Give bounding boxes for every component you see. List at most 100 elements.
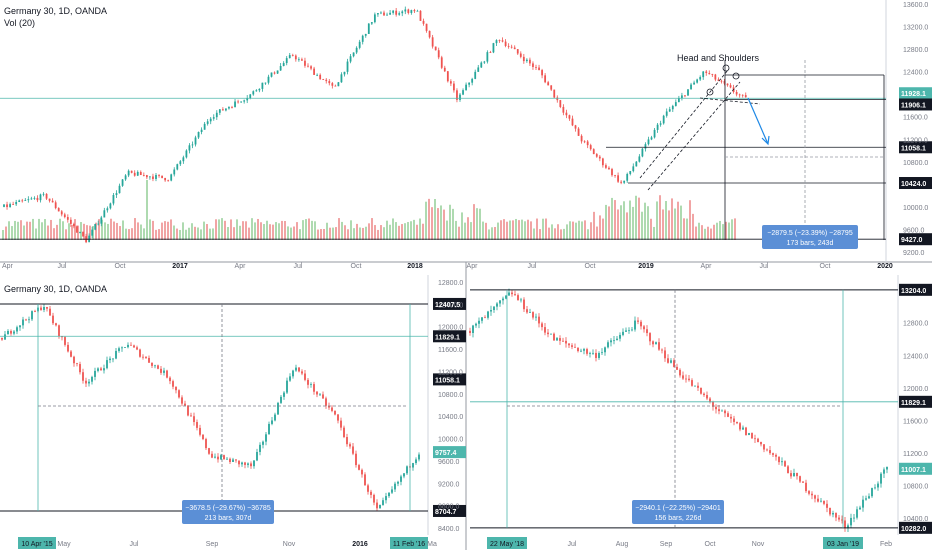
top-volume-bar bbox=[680, 205, 682, 240]
bottom-left-candle-body bbox=[403, 473, 405, 477]
top-volume-bar bbox=[407, 222, 409, 240]
bottom-right-candle-body bbox=[754, 438, 756, 440]
top-volume-bar bbox=[68, 223, 70, 240]
bottom-left-candle-body bbox=[196, 422, 198, 428]
bottom-right-candle-body bbox=[505, 295, 507, 299]
top-candle-body bbox=[677, 98, 680, 103]
top-volume-bar bbox=[599, 215, 601, 240]
bottom-left-candle-body bbox=[211, 453, 213, 458]
bottom-right-candle-body bbox=[514, 294, 516, 296]
bottom-left-candle-body bbox=[172, 381, 174, 387]
bottom-right-candle-body bbox=[835, 513, 837, 518]
bottom-right-candle-body bbox=[583, 349, 585, 351]
top-volume-bar bbox=[641, 211, 643, 240]
top-volume-bar bbox=[497, 222, 499, 240]
top-volume-bar bbox=[386, 220, 388, 240]
bottom-left-candle-body bbox=[394, 483, 396, 490]
top-volume-bar bbox=[182, 222, 184, 240]
bottom-left-candle-body bbox=[322, 394, 324, 399]
top-volume-bar bbox=[581, 221, 583, 240]
top-candle-body bbox=[723, 81, 726, 84]
top-candle-body bbox=[720, 80, 723, 82]
top-volume-bar bbox=[443, 209, 445, 240]
bottom-left-candle-body bbox=[331, 407, 333, 411]
top-volume-bar bbox=[668, 210, 670, 240]
top-candle-body bbox=[729, 85, 732, 88]
top-candle-body bbox=[264, 82, 267, 84]
top-candle-body bbox=[510, 46, 513, 48]
top-candle-body bbox=[200, 129, 203, 133]
top-candle-body bbox=[176, 164, 179, 170]
bottom-left-candle-body bbox=[127, 344, 129, 348]
top-candle-body bbox=[711, 74, 714, 75]
bottom-left-candle-body bbox=[382, 500, 384, 505]
top-candle-body bbox=[331, 83, 334, 86]
top-volume-bar bbox=[545, 218, 547, 240]
top-volume-bar bbox=[248, 227, 250, 240]
bottom-left-candle-body bbox=[79, 364, 81, 373]
top-candle-body bbox=[261, 82, 264, 89]
top-volume-bar bbox=[275, 222, 277, 240]
bottom-right-candle-body bbox=[676, 366, 678, 370]
bottom-right-candle-body bbox=[832, 513, 834, 515]
bottom-left-candle-body bbox=[370, 491, 372, 495]
top-candle-body bbox=[285, 58, 288, 64]
top-candle-body bbox=[681, 95, 683, 99]
top-volume-bar bbox=[107, 223, 109, 240]
top-candle-body bbox=[449, 81, 452, 84]
top-y-tick-label: 13200.0 bbox=[903, 25, 928, 32]
bottom-left-candle-body bbox=[157, 365, 159, 369]
top-y-tick-label: 9600.0 bbox=[903, 227, 925, 234]
top-volume-bar bbox=[665, 201, 667, 240]
top-x-tick-label: Oct bbox=[115, 263, 126, 270]
top-volume-bar bbox=[335, 227, 337, 240]
top-candle-body bbox=[234, 101, 236, 108]
top-candle-body bbox=[620, 181, 623, 183]
bottom-left-candle-body bbox=[376, 502, 378, 509]
top-candle-body bbox=[191, 144, 194, 146]
bottom-right-candle-body bbox=[493, 306, 495, 311]
bottom-left-y-tick-label: 8400.0 bbox=[438, 526, 460, 533]
bottom-left-candle-body bbox=[70, 351, 72, 357]
bottom-left-candle-body bbox=[187, 405, 189, 416]
bottom-right-candle-body bbox=[757, 438, 759, 443]
bottom-left-price-tag-bg bbox=[433, 446, 466, 459]
top-volume-bar bbox=[692, 213, 694, 240]
top-volume-bar bbox=[116, 222, 118, 240]
top-y-tick-label: 12400.0 bbox=[903, 70, 928, 77]
top-candle-body bbox=[246, 97, 249, 101]
top-volume-bar bbox=[353, 228, 355, 240]
bottom-right-candle-body bbox=[790, 473, 792, 477]
top-volume-bar bbox=[611, 197, 613, 240]
bottom-left-candle-body bbox=[358, 465, 360, 470]
top-volume-bar bbox=[251, 218, 253, 240]
top-volume-bar bbox=[551, 224, 553, 240]
top-candle-body bbox=[100, 217, 103, 224]
top-volume-bar bbox=[278, 223, 280, 240]
bottom-left-candle-body bbox=[73, 356, 75, 364]
top-candle-body bbox=[221, 109, 224, 111]
top-candle-body bbox=[337, 82, 340, 87]
bottom-left-candle-body bbox=[226, 458, 228, 460]
bottom-left-candle-body bbox=[295, 367, 297, 371]
top-candle-body bbox=[638, 156, 641, 162]
top-candle-body bbox=[395, 10, 398, 15]
top-volume-bar bbox=[290, 227, 292, 240]
top-volume-bar bbox=[392, 218, 394, 240]
bottom-left-candle-body bbox=[271, 420, 273, 424]
top-candle-body bbox=[738, 94, 741, 96]
bottom-right-candle-body bbox=[643, 326, 645, 330]
bottom-right-candle-body bbox=[604, 347, 606, 353]
top-volume-bar bbox=[632, 206, 634, 240]
bottom-right-candle-body bbox=[571, 345, 573, 347]
top-volume-bar bbox=[140, 224, 142, 240]
top-candle-body bbox=[577, 128, 580, 136]
bottom-right-candle-body bbox=[547, 332, 549, 335]
bottom-left-x-tick-label: 2016 bbox=[352, 541, 368, 548]
top-volume-bar bbox=[86, 225, 88, 240]
bottom-right-candle-body bbox=[601, 352, 603, 354]
top-candle-body bbox=[434, 46, 437, 51]
top-candle-body bbox=[279, 65, 282, 71]
top-volume-bar bbox=[326, 222, 328, 240]
bottom-left-candle-body bbox=[61, 336, 63, 338]
